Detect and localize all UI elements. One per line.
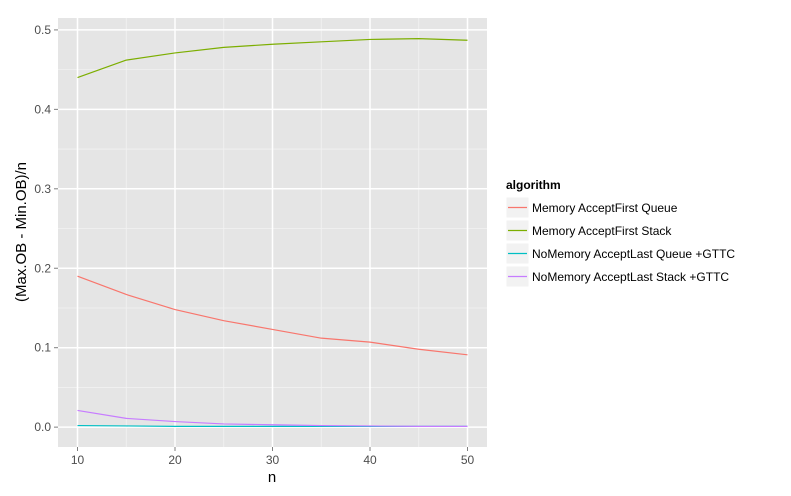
x-axis: 10 20 30 40 50 — [71, 447, 475, 467]
x-tick-label: 50 — [461, 453, 475, 467]
x-axis-title: n — [268, 469, 276, 486]
x-tick-label: 10 — [71, 453, 85, 467]
y-tick-label: 0.4 — [34, 102, 51, 116]
y-tick-label: 0.2 — [34, 261, 51, 275]
legend-label: Memory AcceptFirst Queue — [532, 201, 678, 215]
major-gridlines — [58, 18, 487, 447]
x-tick-label: 30 — [266, 453, 280, 467]
y-tick-label: 0.3 — [34, 182, 51, 196]
x-tick-label: 40 — [363, 453, 377, 467]
legend-label: Memory AcceptFirst Stack — [532, 224, 672, 238]
series-line — [77, 409, 468, 427]
legend-title: algorithm — [506, 178, 561, 192]
series-line — [77, 275, 468, 356]
series-line — [77, 38, 468, 79]
y-axis-title: (Max.OB - Min.OB)/n — [13, 162, 30, 302]
legend: algorithm Memory AcceptFirst Queue Memory… — [505, 178, 735, 288]
legend-label: NoMemory AcceptLast Queue +GTTC — [532, 247, 735, 261]
series-lines — [77, 38, 468, 427]
x-tick-label: 20 — [168, 453, 182, 467]
y-tick-label: 0.1 — [34, 341, 51, 355]
legend-label: NoMemory AcceptLast Stack +GTTC — [532, 270, 729, 284]
y-tick-label: 0.0 — [34, 420, 51, 434]
y-tick-label: 0.5 — [34, 23, 51, 37]
y-axis: 0.0 0.1 0.2 0.3 0.4 0.5 — [34, 23, 58, 434]
